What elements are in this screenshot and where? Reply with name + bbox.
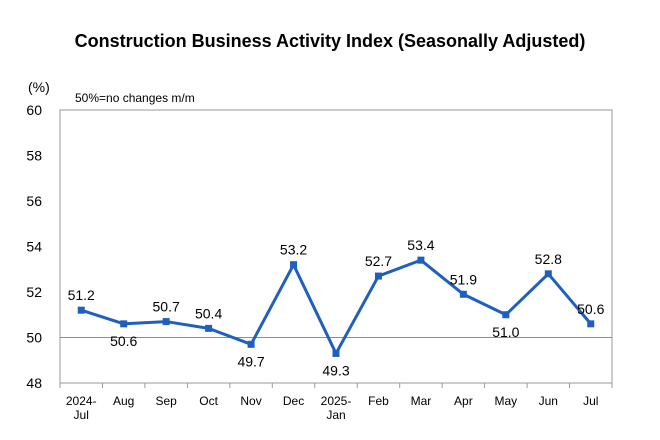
data-label: 52.7 — [365, 253, 392, 269]
data-point — [502, 311, 510, 319]
x-tick-label: 2024-Jul — [66, 394, 97, 422]
data-label: 50.7 — [153, 299, 180, 315]
data-label: 49.7 — [237, 353, 264, 369]
data-point — [77, 306, 85, 314]
x-tick-label: Dec — [283, 394, 304, 408]
y-tick-label: 54 — [26, 239, 42, 255]
y-tick-label: 50 — [26, 330, 42, 346]
data-point — [290, 261, 298, 269]
y-tick-label: 56 — [26, 193, 42, 209]
data-point — [374, 272, 382, 280]
x-tick-label: Mar — [411, 394, 432, 408]
plot-area-frame — [59, 109, 613, 384]
x-tick-label: Jul — [583, 394, 598, 408]
data-point — [162, 318, 170, 326]
y-tick-label: 52 — [26, 284, 42, 300]
x-tick-label: Apr — [454, 394, 473, 408]
data-label: 51.0 — [492, 324, 519, 340]
data-label: 50.6 — [110, 333, 137, 349]
data-point — [587, 320, 595, 328]
data-point — [417, 256, 425, 264]
data-label: 53.4 — [407, 237, 434, 253]
x-tick-label: Feb — [368, 394, 389, 408]
x-tick-label: 2025-Jan — [321, 394, 352, 422]
data-point — [247, 340, 255, 348]
chart-title: Construction Business Activity Index (Se… — [74, 31, 586, 51]
baseline-note: 50%=no changes m/m — [75, 91, 195, 105]
data-label: 51.9 — [450, 271, 477, 287]
data-point — [332, 349, 340, 357]
x-tick-label: Nov — [240, 394, 261, 408]
data-label: 49.3 — [322, 362, 349, 378]
data-label: 50.6 — [577, 301, 604, 317]
x-tick-label: Oct — [199, 394, 218, 408]
data-label: 51.2 — [68, 287, 95, 303]
x-tick-label: Sep — [155, 394, 177, 408]
data-point — [120, 320, 128, 328]
data-point — [459, 290, 467, 298]
data-label: 50.4 — [195, 305, 222, 321]
y-tick-label: 58 — [26, 148, 42, 164]
y-tick-label: 48 — [26, 375, 42, 391]
y-unit-label: (%) — [28, 79, 50, 95]
y-tick-label: 60 — [26, 102, 42, 118]
x-tick-label: Jun — [539, 394, 558, 408]
data-label: 53.2 — [280, 242, 307, 258]
x-tick-label: May — [495, 394, 518, 408]
data-label: 52.8 — [535, 251, 562, 267]
data-point — [544, 270, 552, 278]
data-point — [205, 324, 213, 332]
x-tick-label: Aug — [113, 394, 134, 408]
